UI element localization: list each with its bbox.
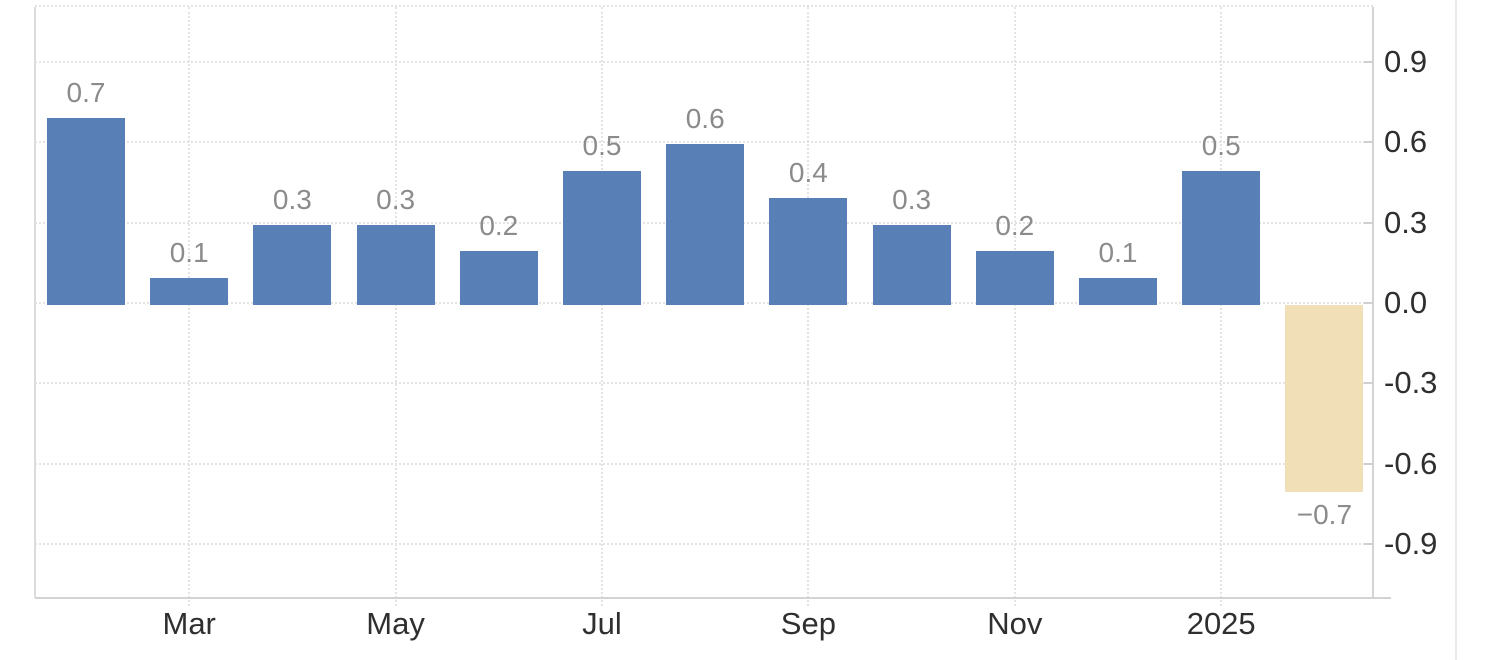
y-axis-tick-label: 0.6: [1384, 124, 1428, 160]
y-axis-tick-label: 0.3: [1384, 204, 1428, 240]
gridline-horizontal: [35, 141, 1373, 144]
plot-top-border: [35, 5, 1373, 7]
gridline-vertical: [188, 7, 191, 606]
plot-area: 0.7 0.1 0.3 0.3 0.2 0.5 0.6 0.4 0.3 0.2 0.1 0.5 −0.7: [35, 7, 1373, 606]
y-axis-tick-label: 0.9: [1384, 44, 1428, 80]
gridline-horizontal: [35, 382, 1373, 385]
gridline-horizontal: [35, 462, 1373, 465]
gridline-vertical: [394, 7, 397, 606]
x-axis-tick-label: Mar: [162, 606, 216, 641]
bar[interactable]: [150, 278, 229, 305]
y-axis-tick: [1364, 221, 1373, 224]
gridline-vertical: [1013, 7, 1016, 606]
gridline-vertical: [1220, 7, 1223, 606]
gridline-vertical: [807, 7, 810, 606]
bar[interactable]: [975, 251, 1054, 305]
y-axis-line: [1372, 7, 1374, 599]
x-axis-line: [35, 597, 1391, 599]
bar-value-label: 0.6: [685, 103, 725, 135]
bar[interactable]: [356, 224, 435, 305]
y-axis-tick-label: -0.3: [1384, 365, 1438, 401]
bar-value-label: 0.5: [582, 130, 622, 162]
y-axis-tick-label: 0.0: [1384, 285, 1428, 320]
bar-value-label: 0.2: [479, 210, 519, 242]
gridline-horizontal: [35, 61, 1373, 64]
gridline-horizontal: [35, 542, 1373, 545]
bar[interactable]: [872, 224, 951, 305]
bar-value-label: 0.7: [66, 76, 106, 108]
y-axis-tick-label: -0.6: [1384, 445, 1438, 481]
x-axis-tick-label: Sep: [780, 606, 836, 641]
bar[interactable]: [253, 224, 332, 305]
bar-value-label: 0.4: [788, 156, 828, 188]
bar-value-label: 0.3: [376, 183, 416, 215]
bar[interactable]: [1079, 278, 1157, 305]
y-axis-tick: [1364, 141, 1373, 144]
y-axis-tick: [1364, 542, 1373, 545]
bar[interactable]: [47, 117, 125, 305]
bar[interactable]: [666, 144, 745, 305]
x-axis-tick-label: Nov: [987, 606, 1043, 641]
x-axis-tick-label: May: [366, 606, 425, 641]
bar-value-label: 0.3: [892, 183, 932, 215]
x-axis-tick-label: Jul: [582, 606, 622, 641]
y-axis-tick: [1364, 462, 1373, 465]
bar-value-label: 0.1: [169, 237, 209, 269]
y-axis-tick: [1364, 382, 1373, 385]
gridline-vertical: [601, 7, 603, 606]
bar[interactable]: [769, 197, 848, 305]
bar-value-label: 0.2: [995, 210, 1035, 242]
bar[interactable]: [563, 171, 641, 305]
bar-value-label: 0.5: [1201, 130, 1241, 162]
y-axis-tick-label: -0.9: [1384, 525, 1438, 561]
bar[interactable]: [1285, 305, 1364, 493]
bar-value-label: 0.3: [272, 183, 312, 215]
bar[interactable]: [1182, 171, 1261, 305]
x-axis-tick-label: 2025: [1186, 606, 1256, 641]
container-right-border: [1455, 0, 1457, 660]
bar[interactable]: [459, 251, 538, 305]
bar-value-label: −0.7: [1296, 499, 1353, 531]
y-axis-tick: [1364, 61, 1373, 64]
bar-value-label: 0.1: [1098, 237, 1138, 269]
y-axis-tick: [1364, 302, 1373, 304]
